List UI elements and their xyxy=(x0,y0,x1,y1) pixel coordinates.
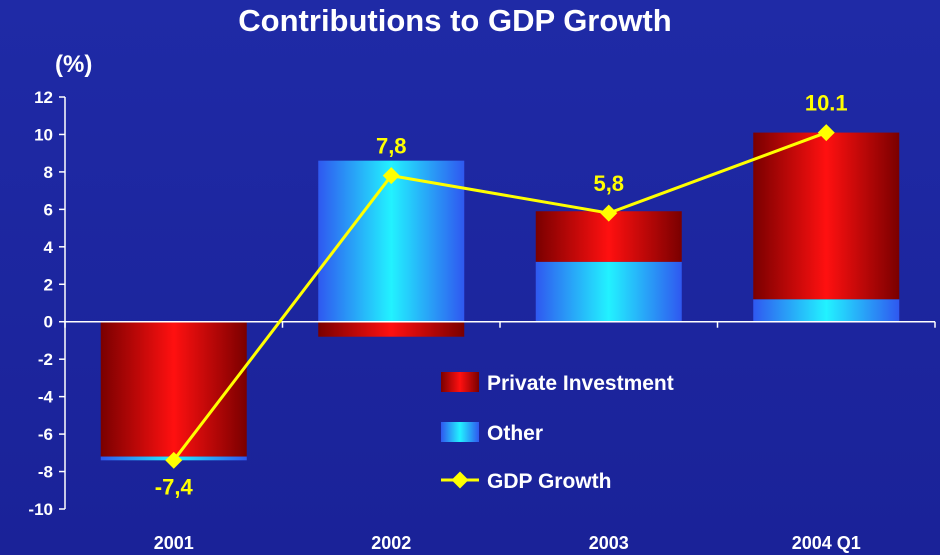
y-tick-label: 10 xyxy=(34,125,53,144)
x-axis: 2001 2002 2003 2004 Q1 xyxy=(154,533,861,553)
data-label: 7,8 xyxy=(376,134,407,159)
y-tick-label: 4 xyxy=(44,238,54,257)
legend-label-other: Other xyxy=(487,422,543,445)
bar-private-investment-2001 xyxy=(100,321,247,457)
bars-layer xyxy=(100,132,900,461)
legend: Private Investment Other GDP Growth xyxy=(441,372,674,493)
legend-marker-gdp-growth xyxy=(451,471,469,489)
axes-layer xyxy=(64,97,936,509)
y-tick-label: 0 xyxy=(44,313,53,332)
y-tick-label: -2 xyxy=(38,350,53,369)
y-tick-label: -4 xyxy=(38,388,54,407)
data-label: 10.1 xyxy=(805,91,848,116)
y-tick-label: 2 xyxy=(44,275,53,294)
y-axis-label: (%) xyxy=(55,51,92,78)
y-axis: 12 10 8 6 4 2 0 -2 -4 -6 -8 -10 xyxy=(28,88,65,519)
legend-label-gdp-growth: GDP Growth xyxy=(487,470,611,493)
gdp-growth-point xyxy=(600,204,618,222)
y-tick-label: 12 xyxy=(34,88,53,107)
x-tick-label: 2004 Q1 xyxy=(792,533,861,553)
y-tick-label: -10 xyxy=(28,500,53,519)
data-labels-layer: -7,4 7,8 5,8 10.1 xyxy=(155,91,848,500)
y-tick-label: -8 xyxy=(38,463,53,482)
gdp-growth-line xyxy=(172,131,827,462)
data-label: -7,4 xyxy=(155,474,194,499)
x-tick-label: 2001 xyxy=(154,533,194,553)
gdp-line-layer xyxy=(165,124,835,469)
y-tick-label: -6 xyxy=(38,425,53,444)
data-label: 5,8 xyxy=(593,171,624,196)
bar-other-2004-q1 xyxy=(753,299,900,322)
legend-label-private-investment: Private Investment xyxy=(487,372,674,395)
legend-swatch-other xyxy=(441,422,479,442)
x-tick-label: 2002 xyxy=(371,533,411,553)
legend-swatch-private-investment xyxy=(441,372,479,392)
y-tick-label: 8 xyxy=(44,163,53,182)
bar-private-investment-2004-q1 xyxy=(753,132,900,300)
gdp-growth-point xyxy=(817,124,835,142)
chart-title: Contributions to GDP Growth xyxy=(238,3,671,38)
x-tick-label: 2003 xyxy=(589,533,629,553)
gdp-growth-point xyxy=(382,167,400,185)
bar-private-investment-2002 xyxy=(318,321,465,337)
y-tick-label: 6 xyxy=(44,200,53,219)
gdp-growth-point xyxy=(165,451,183,469)
bar-other-2003 xyxy=(535,261,682,322)
